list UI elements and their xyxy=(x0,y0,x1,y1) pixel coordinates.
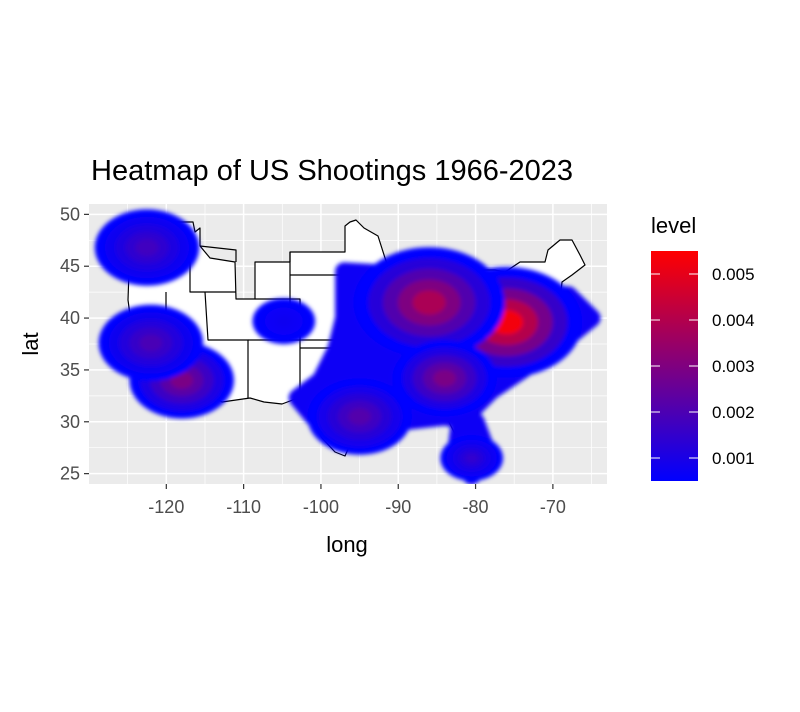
y-axis: 25 30 35 40 45 50 xyxy=(60,204,89,484)
density-band xyxy=(433,369,457,387)
density-band xyxy=(135,239,159,256)
x-tick-label: -90 xyxy=(385,497,411,517)
legend-ticks: 0.001 0.002 0.003 0.004 0.005 xyxy=(651,265,755,468)
x-tick-label: -110 xyxy=(226,497,261,517)
legend-tick-label: 0.004 xyxy=(712,311,755,330)
legend: level 0.001 0.002 0.003 0.004 0.005 xyxy=(651,213,755,481)
y-tick-label: 40 xyxy=(60,308,80,328)
legend-tick-label: 0.005 xyxy=(712,265,755,284)
y-tick-label: 35 xyxy=(60,360,80,380)
legend-tick-label: 0.001 xyxy=(712,449,755,468)
x-axis: -120 -110 -100 -90 -80 -70 xyxy=(148,484,566,517)
y-tick-label: 30 xyxy=(60,412,80,432)
x-tick-label: -80 xyxy=(463,497,489,517)
density-band xyxy=(139,334,163,352)
x-axis-label: long xyxy=(326,532,368,557)
y-axis-label: lat xyxy=(18,332,43,355)
density-band xyxy=(464,453,479,464)
y-tick-label: 50 xyxy=(60,204,80,224)
x-tick-label: -70 xyxy=(540,497,566,517)
density-band xyxy=(412,290,446,315)
density-layer xyxy=(94,209,601,484)
x-tick-label: -100 xyxy=(303,497,339,517)
legend-tick-label: 0.002 xyxy=(712,403,755,422)
density-band xyxy=(276,316,291,327)
y-tick-label: 25 xyxy=(60,464,80,484)
chart-title: Heatmap of US Shootings 1966-2023 xyxy=(91,155,573,187)
legend-tick-label: 0.003 xyxy=(712,357,755,376)
legend-title: level xyxy=(651,213,696,238)
density-band xyxy=(348,408,372,425)
x-tick-label: -120 xyxy=(148,497,184,517)
y-tick-label: 45 xyxy=(60,256,80,276)
